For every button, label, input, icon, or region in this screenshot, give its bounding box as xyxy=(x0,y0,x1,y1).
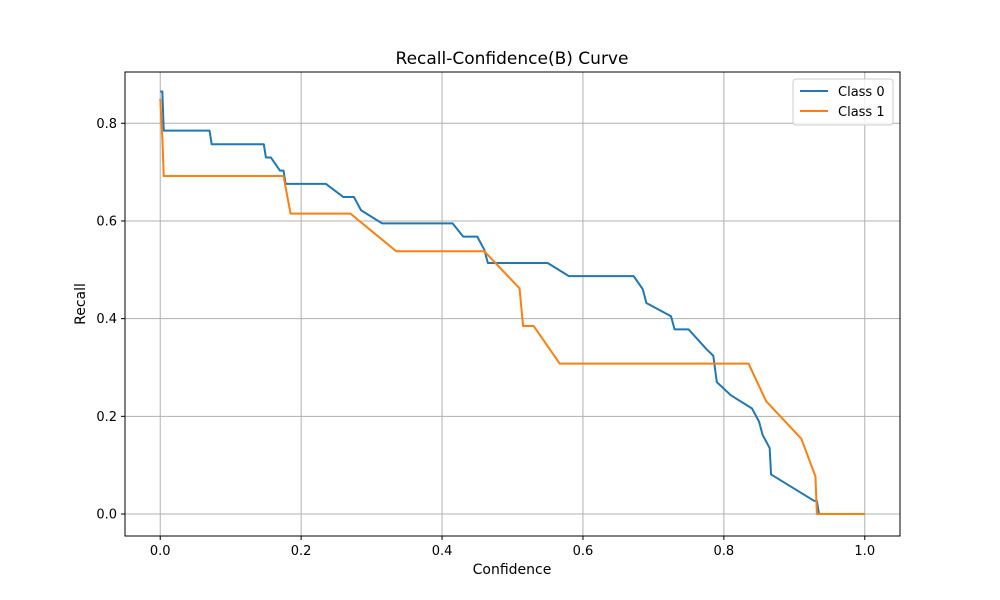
x-tick-label: 0.8 xyxy=(714,544,735,559)
legend-label-class-0: Class 0 xyxy=(838,85,885,100)
y-tick-label: 0.4 xyxy=(96,312,117,327)
x-tick-label: 0.4 xyxy=(432,544,453,559)
x-tick-label: 0.2 xyxy=(291,544,312,559)
series-lines xyxy=(159,90,865,516)
chart-title: Recall-Confidence(B) Curve xyxy=(396,49,629,69)
x-tick-label: 0.6 xyxy=(573,544,594,559)
y-tick-label: 0.8 xyxy=(96,117,117,132)
x-tick-label: 1.0 xyxy=(854,544,875,559)
series-line-class-1 xyxy=(159,98,865,516)
y-tick-label: 0.6 xyxy=(96,214,117,229)
plot-area-frame xyxy=(124,71,901,537)
x-axis-label: Confidence xyxy=(473,562,552,578)
y-tick-label: 0.0 xyxy=(96,508,117,523)
legend-label-class-1: Class 1 xyxy=(838,105,885,120)
legend: Class 0 Class 1 xyxy=(792,78,894,126)
grid-lines xyxy=(125,72,900,536)
x-tick-label: 0.0 xyxy=(150,544,171,559)
y-tick-label: 0.2 xyxy=(96,410,117,425)
axis-ticks: 0.0 0.2 0.4 0.6 0.8 1.0 0.0 0.2 0.4 0.6 0.8 xyxy=(96,117,875,559)
series-line-class-0 xyxy=(160,90,865,516)
y-axis-label: Recall xyxy=(73,283,89,325)
